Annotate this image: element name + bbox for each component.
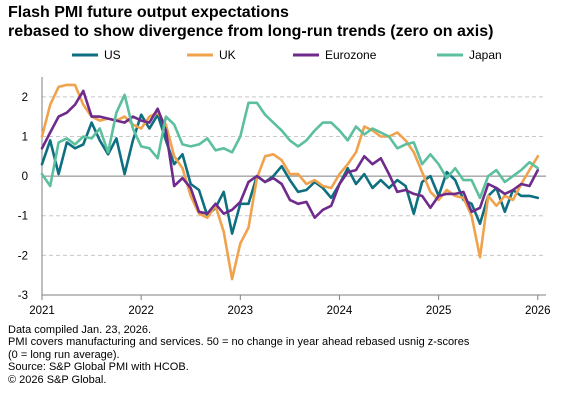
gridlines (42, 96, 546, 296)
footnote-pmi-coverage: PMI covers manufacturing and services. 5… (8, 336, 470, 349)
series-lines (40, 83, 540, 281)
series-line-uk (40, 83, 540, 281)
y-tick-label: -1 (18, 211, 28, 223)
legend-label-us: US (104, 48, 121, 62)
y-tick-label: -3 (18, 290, 28, 302)
y-tick-label: 0 (22, 171, 28, 183)
x-tick-label: 2021 (29, 305, 55, 317)
legend-label-uk: UK (219, 48, 236, 62)
series-line-us (40, 113, 540, 235)
footnotes: Data compiled Jan. 23, 2026. PMI covers … (8, 324, 469, 386)
chart-title-line-2: rebased to show divergence from long-run… (8, 23, 494, 40)
y-tick-label: 2 (22, 92, 28, 104)
footnote-data-compiled: Data compiled Jan. 23, 2026. (8, 324, 152, 336)
x-tick-label: 2025 (426, 305, 452, 317)
x-tick-label: 2024 (327, 305, 353, 317)
x-tick-label: 2026 (525, 305, 551, 317)
x-tick-label: 2022 (128, 305, 154, 317)
legend: US UK Eurozone Japan (72, 48, 502, 62)
y-tick-label: -2 (18, 250, 28, 262)
legend-label-japan: Japan (469, 48, 502, 62)
footnote-long-run-average: (0 = long run average). (8, 348, 120, 361)
x-tick-label: 2023 (228, 305, 254, 317)
footnote-source: Source: S&P Global PMI with HCOB. (8, 361, 189, 374)
chart-title-line-1: Flash PMI future output expectations (8, 4, 289, 21)
series-line-japan (40, 93, 540, 200)
series-line-eurozone (40, 89, 540, 219)
y-tick-label: 1 (22, 131, 28, 143)
legend-label-eurozone: Eurozone (325, 48, 377, 62)
footnote-copyright: © 2026 S&P Global. (8, 373, 107, 386)
chart-title: Flash PMI future output expectations reb… (8, 3, 493, 41)
